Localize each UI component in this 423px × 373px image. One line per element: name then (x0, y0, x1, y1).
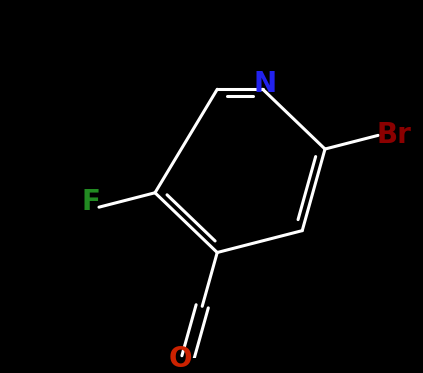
Text: O: O (168, 345, 192, 373)
Text: N: N (253, 70, 276, 98)
Text: Br: Br (377, 121, 412, 149)
Text: F: F (82, 188, 100, 216)
